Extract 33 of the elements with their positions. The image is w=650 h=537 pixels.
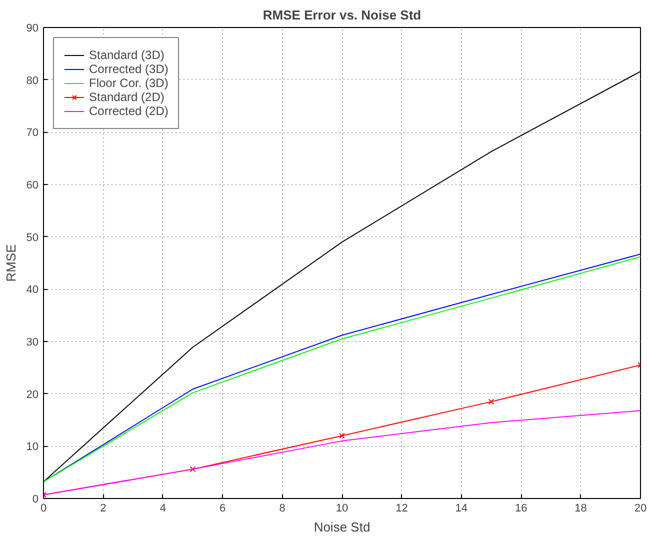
y-tick-label: 20 xyxy=(26,388,39,401)
y-tick-label: 70 xyxy=(26,127,39,140)
point xyxy=(190,466,196,472)
y-tick-label: 30 xyxy=(26,336,39,348)
line-series xyxy=(44,410,640,496)
x-tick-label: 12 xyxy=(396,502,408,514)
legend-label: Standard (3D) xyxy=(89,48,164,62)
y-tick-label: 80 xyxy=(26,74,39,87)
y-tick-label: 10 xyxy=(26,441,39,454)
x-tick-label: 6 xyxy=(220,502,226,514)
y-tick-label: 40 xyxy=(26,284,39,296)
x-tick-label: 14 xyxy=(455,502,468,514)
y-tick-label: 0 xyxy=(32,494,39,506)
x-tick-label: 16 xyxy=(514,502,528,514)
x-tick-label: 2 xyxy=(100,502,106,514)
y-axis-title: RMSE xyxy=(3,244,18,282)
x-tick-label: 4 xyxy=(160,502,166,514)
x-tick-label: 8 xyxy=(279,502,286,514)
x-axis-title: Noise Std xyxy=(314,520,370,534)
y-tick-label: 90 xyxy=(26,22,39,34)
x-tick-label: 18 xyxy=(574,502,587,514)
y-tick-label: 50 xyxy=(26,232,39,244)
chart-title: RMSE Error vs. Noise Std xyxy=(262,8,422,22)
legend-label: Floor Cor. (3D) xyxy=(89,76,168,90)
point xyxy=(339,432,345,439)
legend-label: Standard (2D) xyxy=(89,90,164,104)
point xyxy=(488,398,494,405)
x-tick-label: 10 xyxy=(336,502,348,514)
legend-label: Corrected (2D) xyxy=(89,104,168,118)
y-tick-label: 60 xyxy=(26,180,39,192)
x-tick-label: 20 xyxy=(634,502,647,514)
legend-label: Corrected (3D) xyxy=(89,62,168,76)
x-tick-label: 0 xyxy=(40,502,47,514)
